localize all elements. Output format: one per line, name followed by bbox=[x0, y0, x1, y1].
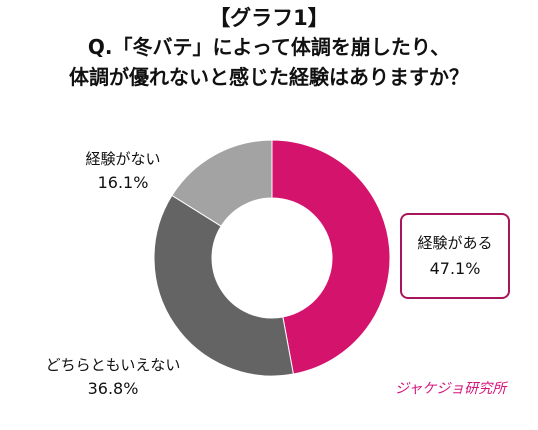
title-line-2: Q.「冬バテ」によって体調を崩したり、 bbox=[87, 35, 451, 59]
slice-no-experience bbox=[171, 139, 273, 227]
chart-title: 【グラフ1】 Q.「冬バテ」によって体調を崩したり、 体調が優れないと感じた経験… bbox=[0, 4, 538, 92]
label-neither: どちらともいえない 36.8% bbox=[28, 353, 198, 401]
slice-label-no-experience: 経験がない bbox=[85, 150, 161, 168]
slice-value-no-experience: 16.1% bbox=[97, 173, 149, 192]
slice-neither bbox=[153, 194, 294, 377]
slice-value-neither: 36.8% bbox=[87, 379, 139, 398]
slice-has-experience bbox=[271, 139, 391, 375]
title-line-3: 体調が優れないと感じた経験はありますか？ bbox=[69, 65, 469, 89]
title-line-1: 【グラフ1】 bbox=[209, 6, 329, 30]
brand-logo: ジャケジョ研究所 bbox=[395, 381, 507, 397]
slice-label-has-experience: 経験がある bbox=[417, 234, 493, 252]
slice-label-neither: どちらともいえない bbox=[45, 356, 181, 374]
label-no-experience: 経験がない 16.1% bbox=[68, 147, 178, 195]
callout-has-experience: 経験がある 47.1% bbox=[400, 213, 510, 299]
slice-value-has-experience: 47.1% bbox=[429, 259, 481, 278]
